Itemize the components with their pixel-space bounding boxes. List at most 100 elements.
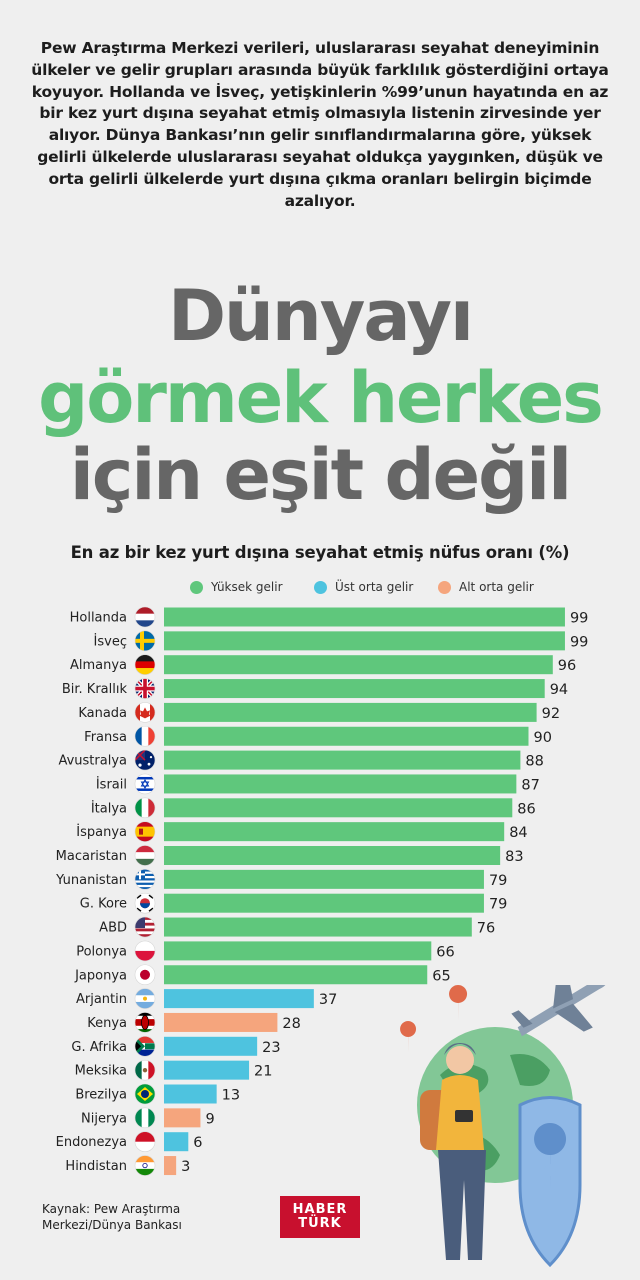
source-note: Kaynak: Pew Araştırma Merkezi/Dünya Bank…: [42, 1201, 182, 1233]
category-label: Hollanda: [70, 611, 127, 626]
data-label: 92: [542, 706, 560, 722]
data-label: 99: [570, 634, 588, 650]
bar: [164, 1012, 278, 1032]
bar: [164, 941, 432, 961]
mexico-flag-icon: [134, 1059, 156, 1081]
bar: [164, 846, 501, 865]
category-label: ABD: [99, 921, 127, 936]
argentina-flag-icon: [134, 988, 156, 1009]
category-label: Nijerya: [81, 1111, 127, 1126]
hungary-flag-icon: [134, 845, 156, 866]
canada-flag-icon: [134, 702, 156, 723]
israel-flag-icon: [134, 773, 156, 795]
data-label: 79: [489, 873, 507, 889]
bar: [164, 726, 529, 746]
spain-flag-icon: [134, 821, 156, 842]
shield-icon: [518, 1096, 582, 1268]
category-label: Macaristan: [56, 849, 127, 864]
data-label: 21: [254, 1064, 272, 1080]
chart-row: Avustralya 88: [58, 749, 544, 771]
category-label: İspanya: [76, 824, 127, 840]
category-label: Kenya: [87, 1016, 127, 1031]
bar: [164, 750, 521, 770]
logo-line-1: HABER: [292, 1202, 348, 1217]
chart-row: Macaristan 83: [56, 845, 524, 866]
category-label: Kanada: [78, 706, 127, 721]
chart-row: İsrail 87: [96, 773, 540, 795]
bar: [164, 679, 545, 699]
data-label: 83: [505, 849, 523, 865]
sweden-flag-icon: [134, 630, 156, 652]
bar: [164, 1036, 258, 1056]
intro-paragraph: Pew Araştırma Merkezi verileri, uluslara…: [31, 39, 609, 210]
bar: [164, 631, 565, 651]
chart-row: Polonya 66: [76, 940, 455, 962]
legend-item-upper-middle: Üst orta gelir: [314, 580, 413, 594]
data-label: 28: [282, 1016, 300, 1032]
data-label: 86: [517, 801, 535, 817]
greece-flag-icon: [134, 869, 156, 890]
bar: [164, 965, 428, 985]
germany-flag-icon: [134, 654, 156, 675]
legend-label-upper-middle: Üst orta gelir: [335, 580, 414, 594]
category-label: Endonezya: [56, 1135, 127, 1150]
category-label: Polonya: [76, 944, 127, 959]
chart-row: Bir. Krallık 94: [62, 678, 568, 699]
data-label: 90: [534, 730, 552, 746]
france-flag-icon: [134, 725, 156, 747]
bar: [164, 702, 537, 722]
category-label: Bir. Krallık: [62, 682, 128, 697]
category-label: İtalya: [91, 800, 127, 816]
data-label: 66: [436, 944, 454, 960]
chart-row: Japonya 65: [74, 964, 451, 986]
data-label: 6: [193, 1135, 202, 1151]
source-line-1: Kaynak: Pew Araştırma: [42, 1202, 181, 1216]
traveler-illustration: [400, 985, 607, 1268]
chart-row: Almanya 96: [70, 654, 576, 675]
legend-swatch-lower-middle: [438, 580, 451, 594]
chart-row: İsveç 99: [94, 630, 588, 652]
data-label: 76: [477, 921, 495, 937]
south-africa-flag-icon: [134, 1035, 156, 1057]
legend-swatch-upper-middle: [314, 580, 327, 594]
bar: [164, 655, 553, 675]
japan-flag-icon: [134, 964, 156, 986]
uk-flag-icon: [134, 678, 156, 699]
airplane-icon: [511, 985, 607, 1037]
bar: [164, 774, 517, 794]
data-label: 87: [521, 777, 539, 793]
chart-row: G. Afrika 23: [71, 1035, 281, 1057]
data-label: 37: [319, 992, 337, 1008]
poland-flag-icon: [134, 940, 156, 962]
data-label: 65: [432, 968, 450, 984]
kenya-flag-icon: [134, 1012, 156, 1033]
chart-row: Brezilya 13: [75, 1083, 240, 1105]
legend-item-high: Yüksek gelir: [190, 580, 283, 594]
category-label: Hindistan: [65, 1159, 127, 1174]
headline-line-3: için eşit değil: [69, 434, 572, 516]
chart-row: Yunanistan 79: [55, 869, 507, 890]
data-label: 9: [205, 1111, 214, 1127]
chart-row: Kenya 28: [87, 1012, 301, 1033]
category-label: Arjantin: [76, 992, 127, 1007]
bar: [164, 607, 565, 627]
source-line-2: Merkezi/Dünya Bankası: [42, 1218, 182, 1232]
legend-label-lower-middle: Alt orta gelir: [459, 580, 534, 594]
bar: [164, 1060, 250, 1080]
legend-item-lower-middle: Alt orta gelir: [438, 580, 534, 594]
category-label: İsrail: [96, 776, 127, 792]
category-label: Fransa: [84, 730, 127, 745]
nigeria-flag-icon: [134, 1107, 156, 1129]
usa-flag-icon: [134, 916, 156, 938]
data-label: 3: [181, 1159, 190, 1175]
data-label: 96: [558, 658, 576, 674]
brazil-flag-icon: [134, 1083, 156, 1105]
chart-row: İtalya 86: [91, 797, 536, 819]
headline-line-2: görmek herkes: [38, 357, 604, 439]
data-label: 23: [262, 1040, 280, 1056]
category-label: G. Kore: [80, 897, 127, 912]
category-label: İsveç: [94, 633, 127, 649]
category-label: Almanya: [70, 658, 127, 673]
south-korea-flag-icon: [134, 892, 156, 914]
bar: [164, 1084, 217, 1104]
